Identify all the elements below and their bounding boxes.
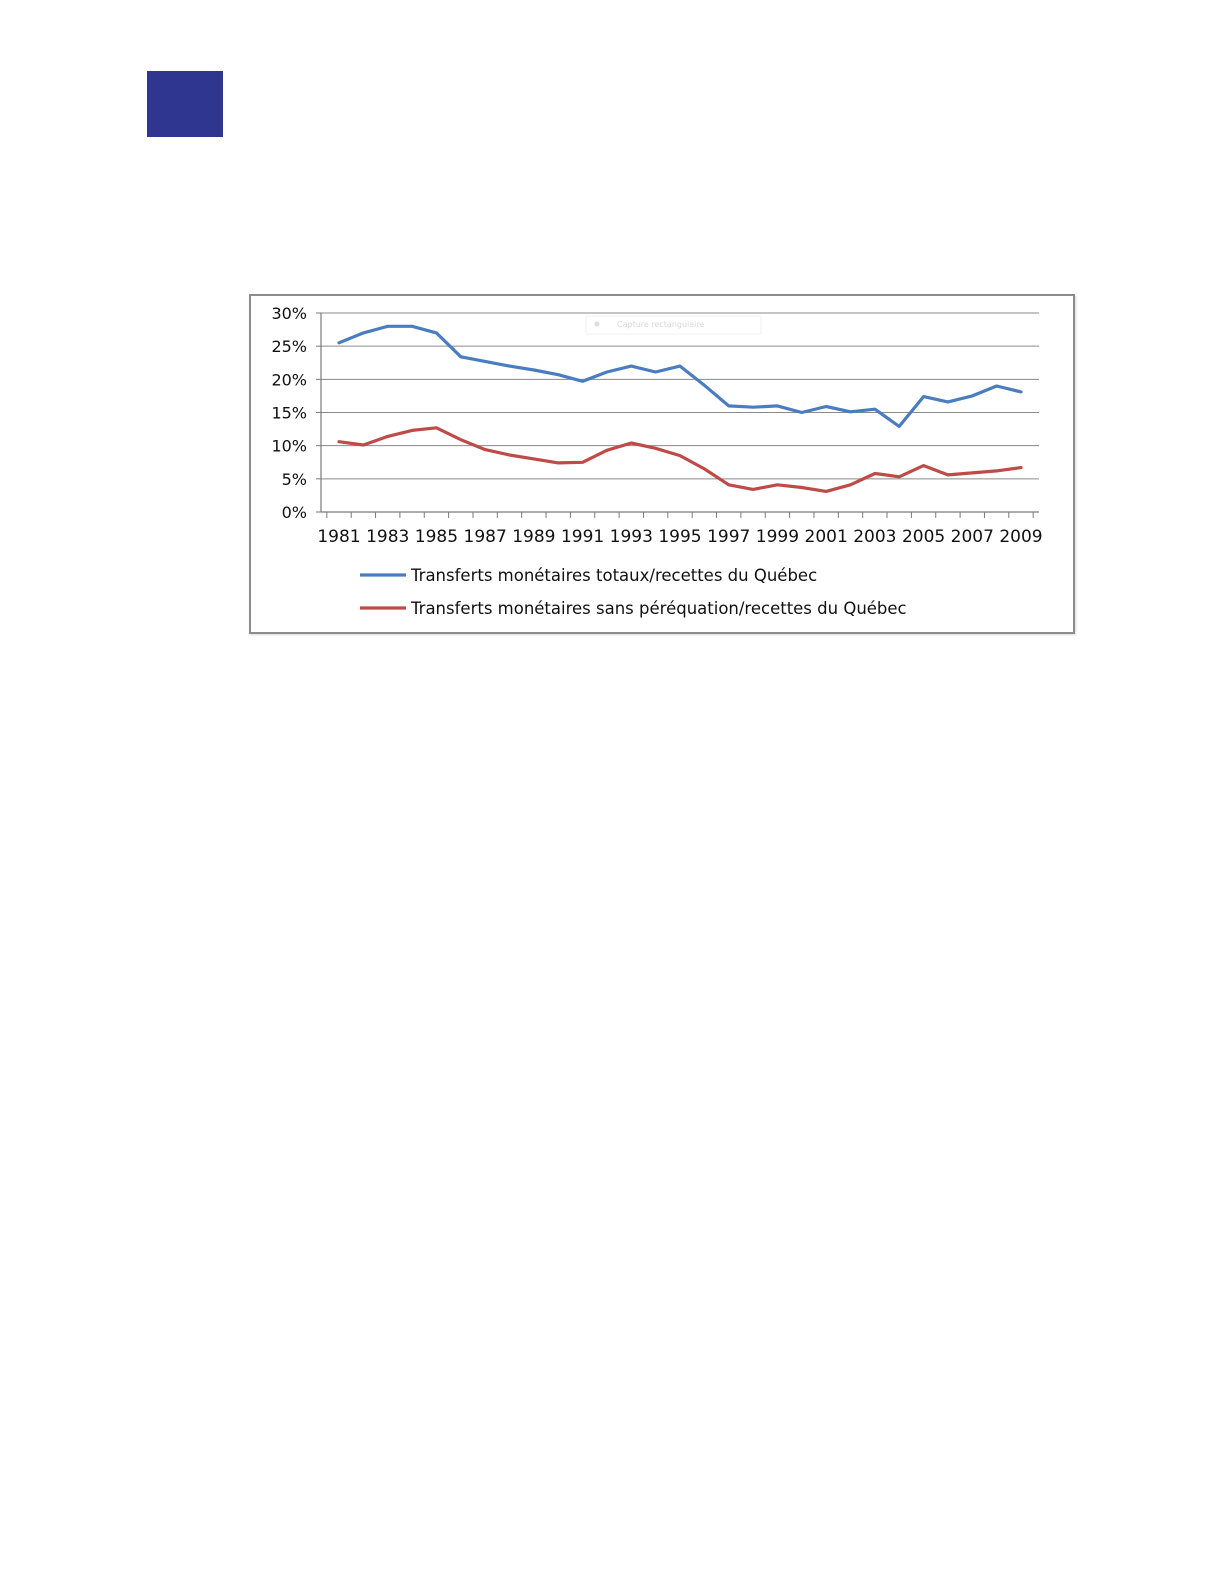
x-tick-label: 1995 bbox=[658, 527, 701, 547]
y-tick-labels: 0% 5% 10% 15% 20% 25% 30% bbox=[271, 304, 307, 522]
watermark-layer: Capture rectangulaire bbox=[585, 315, 762, 335]
watermark-box bbox=[585, 315, 762, 335]
x-tick-labels: 1981 1983 1985 1987 1989 1991 1993 1995 1997 1999… bbox=[317, 527, 1042, 547]
legend-label: Transferts monétaires totaux/recettes du… bbox=[410, 566, 817, 585]
y-tick-label: 5% bbox=[282, 470, 307, 489]
legend: Transferts monétaires totaux/recettes du… bbox=[360, 566, 907, 618]
y-tick-label: 0% bbox=[282, 503, 307, 522]
x-tick-label: 1993 bbox=[610, 527, 653, 547]
x-tick-label: 1991 bbox=[561, 527, 604, 547]
x-tick-label: 2005 bbox=[902, 527, 945, 547]
x-tick-label: 1999 bbox=[756, 527, 799, 547]
x-tick-label: 1983 bbox=[366, 527, 409, 547]
grid-layer bbox=[321, 312, 1039, 480]
y-tick-label: 15% bbox=[271, 404, 307, 423]
axis-layer bbox=[316, 312, 1039, 518]
x-tick-label: 2009 bbox=[999, 527, 1042, 547]
x-tick-label: 2001 bbox=[805, 527, 848, 547]
x-tick-label: 2007 bbox=[951, 527, 994, 547]
series-line-2 bbox=[337, 426, 1023, 493]
corner-color-block bbox=[147, 71, 223, 137]
series-line-1 bbox=[337, 324, 1023, 428]
series-layer bbox=[337, 324, 1023, 493]
x-tick-label: 1989 bbox=[512, 527, 555, 547]
x-tick-label: 1981 bbox=[317, 527, 360, 547]
y-tick-label: 20% bbox=[271, 370, 307, 389]
x-tick-label: 2003 bbox=[853, 527, 896, 547]
legend-label: Transferts monétaires sans péréquation/r… bbox=[410, 599, 907, 618]
chart-frame: Capture rectangulaire 0% 5% 10% 15% 20% 25% 30… bbox=[249, 294, 1075, 634]
watermark-label: Capture rectangulaire bbox=[617, 320, 705, 329]
x-tick-label: 1987 bbox=[464, 527, 507, 547]
y-tick-label: 25% bbox=[271, 337, 307, 356]
line-chart: Capture rectangulaire 0% 5% 10% 15% 20% 25% 30… bbox=[271, 304, 1042, 618]
y-tick-label: 10% bbox=[271, 437, 307, 456]
x-tick-label: 1985 bbox=[415, 527, 458, 547]
watermark-icon bbox=[594, 321, 600, 327]
x-tick-label: 1997 bbox=[707, 527, 750, 547]
y-tick-label: 30% bbox=[271, 304, 307, 323]
